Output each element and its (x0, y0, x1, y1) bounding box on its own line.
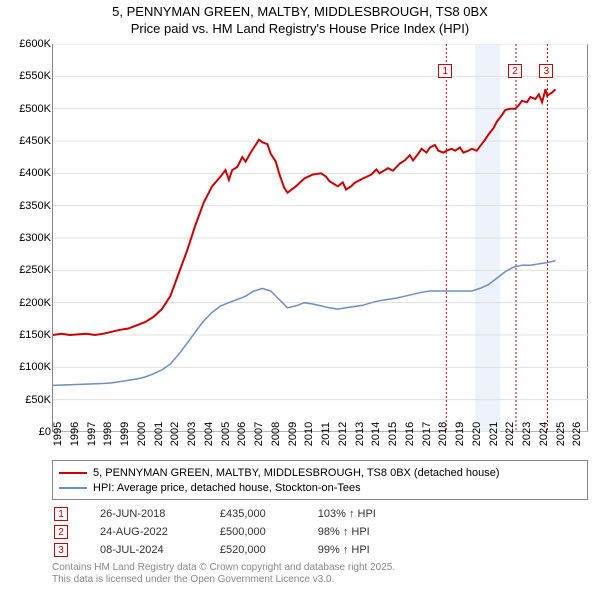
x-axis-label: 2022 (504, 422, 516, 446)
x-axis-label: 2026 (571, 422, 583, 446)
y-axis-label: £150K (1, 329, 51, 341)
x-axis-label: 1995 (52, 422, 64, 446)
x-axis-label: 2018 (437, 422, 449, 446)
x-axis-label: 2011 (320, 422, 332, 446)
x-axis-label: 2013 (354, 422, 366, 446)
table-price: £520,000 (220, 542, 316, 558)
table-date: 26-JUN-2018 (80, 506, 218, 522)
chart-svg (53, 44, 589, 432)
table-pct: 98% ↑ HPI (318, 524, 386, 540)
table-marker-2: 2 (54, 525, 68, 539)
x-axis-label: 2000 (136, 422, 148, 446)
title-line-2: Price paid vs. HM Land Registry's House … (0, 21, 600, 38)
x-axis-label: 2003 (186, 422, 198, 446)
table-marker-3: 3 (54, 543, 68, 557)
table-date: 24-AUG-2022 (80, 524, 218, 540)
table-pct: 99% ↑ HPI (318, 542, 386, 558)
y-axis-label: £200K (1, 297, 51, 309)
legend-swatch (59, 472, 87, 474)
x-axis-label: 2014 (370, 422, 382, 446)
x-axis-label: 2007 (253, 422, 265, 446)
x-axis-label: 2009 (287, 422, 299, 446)
chart-marker-1: 1 (438, 64, 452, 78)
x-axis-label: 2019 (454, 422, 466, 446)
x-axis-label: 2005 (220, 422, 232, 446)
legend-label: HPI: Average price, detached house, Stoc… (93, 482, 361, 494)
y-axis-label: £500K (1, 103, 51, 115)
y-axis-label: £350K (1, 200, 51, 212)
x-axis-label: 2023 (521, 422, 533, 446)
legend-row: HPI: Average price, detached house, Stoc… (59, 480, 581, 495)
y-axis-label: £400K (1, 167, 51, 179)
table-date: 08-JUL-2024 (80, 542, 218, 558)
x-axis-label: 2012 (337, 422, 349, 446)
x-axis-label: 2021 (488, 422, 500, 446)
x-axis-label: 2001 (153, 422, 165, 446)
x-axis-label: 1999 (119, 422, 131, 446)
footer-line-2: This data is licensed under the Open Gov… (52, 574, 395, 586)
legend: 5, PENNYMAN GREEN, MALTBY, MIDDLESBROUGH… (52, 460, 588, 500)
price-table: 1 26-JUN-2018£435,000103% ↑ HPI 2 24-AUG-20… (52, 504, 388, 560)
x-axis-label: 2010 (303, 422, 315, 446)
x-axis-label: 2017 (421, 422, 433, 446)
y-axis-label: £100K (1, 361, 51, 373)
footer-attribution: Contains HM Land Registry data © Crown c… (52, 562, 395, 586)
table-price: £500,000 (220, 524, 316, 540)
x-axis-label: 2016 (404, 422, 416, 446)
table-pct: 103% ↑ HPI (318, 506, 386, 522)
legend-row: 5, PENNYMAN GREEN, MALTBY, MIDDLESBROUGH… (59, 465, 581, 480)
x-axis-label: 2015 (387, 422, 399, 446)
x-axis-label: 2008 (270, 422, 282, 446)
x-axis-label: 2004 (203, 422, 215, 446)
x-axis-label: 1996 (69, 422, 81, 446)
x-axis-label: 1998 (102, 422, 114, 446)
chart-plot-area (52, 44, 588, 432)
y-axis-label: £550K (1, 70, 51, 82)
legend-swatch (59, 487, 87, 489)
table-price: £435,000 (220, 506, 316, 522)
x-axis-label: 1997 (86, 422, 98, 446)
table-marker-1: 1 (54, 507, 68, 521)
x-axis-label: 2006 (236, 422, 248, 446)
table-row: 3 08-JUL-2024£520,00099% ↑ HPI (54, 542, 386, 558)
x-axis-label: 2025 (555, 422, 567, 446)
title-line-1: 5, PENNYMAN GREEN, MALTBY, MIDDLESBROUGH… (0, 4, 600, 21)
y-axis-label: £250K (1, 264, 51, 276)
table-row: 2 24-AUG-2022£500,00098% ↑ HPI (54, 524, 386, 540)
y-axis-label: £600K (1, 38, 51, 50)
chart-title: 5, PENNYMAN GREEN, MALTBY, MIDDLESBROUGH… (0, 0, 600, 38)
x-axis-label: 2002 (169, 422, 181, 446)
legend-label: 5, PENNYMAN GREEN, MALTBY, MIDDLESBROUGH… (93, 467, 500, 479)
y-axis-label: £300K (1, 232, 51, 244)
chart-marker-3: 3 (539, 64, 553, 78)
footer-line-1: Contains HM Land Registry data © Crown c… (52, 562, 395, 574)
chart-marker-2: 2 (508, 64, 522, 78)
y-axis-label: £0 (1, 426, 51, 438)
y-axis-label: £450K (1, 135, 51, 147)
x-axis-label: 2024 (538, 422, 550, 446)
x-axis-label: 2020 (471, 422, 483, 446)
y-axis-label: £50K (1, 394, 51, 406)
table-row: 1 26-JUN-2018£435,000103% ↑ HPI (54, 506, 386, 522)
